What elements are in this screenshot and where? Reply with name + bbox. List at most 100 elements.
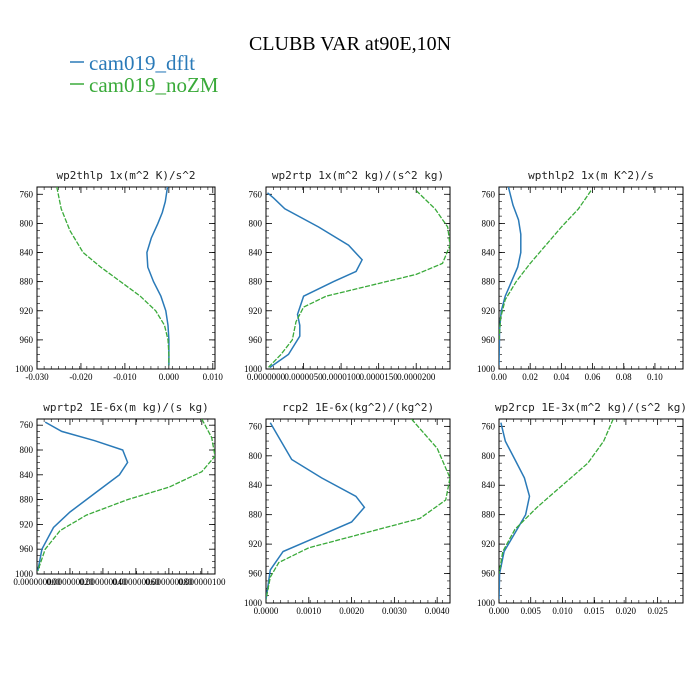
x-tick-label: 0.0000000 xyxy=(247,372,286,382)
figure-title: CLUBB VAR at90E,10N xyxy=(249,33,451,55)
panel-title: wprtp2 1E-6x(m kg)/(s kg) xyxy=(43,401,209,414)
y-tick-label: 760 xyxy=(482,189,496,199)
x-tick-label: 0.005 xyxy=(521,606,542,616)
series-line-dflt xyxy=(266,422,366,600)
series-line-nozm xyxy=(56,187,170,366)
series-line-dflt xyxy=(267,192,364,369)
x-tick-label: 0.00 xyxy=(491,372,507,382)
y-tick-label: 840 xyxy=(20,248,34,258)
x-tick-label: 0.000000040 xyxy=(79,577,127,587)
y-tick-label: 800 xyxy=(20,218,34,228)
y-tick-label: 960 xyxy=(482,569,496,579)
y-tick-label: 760 xyxy=(249,421,263,431)
y-tick-label: 800 xyxy=(249,218,263,228)
y-tick-label: 1000 xyxy=(15,364,34,374)
y-tick-label: 800 xyxy=(249,451,263,461)
x-tick-label: 0.10 xyxy=(647,372,663,382)
series-line-dflt xyxy=(37,421,129,572)
series-line-dflt xyxy=(499,422,531,600)
y-tick-label: 1000 xyxy=(477,364,496,374)
y-tick-label: 1000 xyxy=(244,598,263,608)
x-tick-label: 0.000 xyxy=(489,606,510,616)
x-tick-label: 0.0000 xyxy=(254,606,279,616)
chart-panel-4: wprtp2 1E-6x(m kg)/(s kg)0.0000000000.00… xyxy=(13,401,226,587)
x-tick-label: 0.0040 xyxy=(425,606,450,616)
x-tick-label: 0.015 xyxy=(584,606,605,616)
series-line-nozm xyxy=(499,190,592,340)
x-tick-label: -0.030 xyxy=(25,372,49,382)
series-line-dflt xyxy=(146,187,170,366)
x-tick-label: 0.0010 xyxy=(296,606,321,616)
y-tick-label: 960 xyxy=(482,335,496,345)
x-tick-label: 0.010 xyxy=(552,606,573,616)
chart-panel-2: wp2rtp 1x(m^2 kg)/(s^2 kg)0.0000000 0.000… xyxy=(244,169,451,382)
chart-panel-3: wpthlp2 1x(m K^2)/s 0.00 0.02 0.04 0.06 0.08 0… xyxy=(477,169,684,382)
x-tick-label: 0.025 xyxy=(647,606,668,616)
y-tick-label: 920 xyxy=(482,306,496,316)
x-tick-label: 0.06 xyxy=(585,372,601,382)
plot-frame xyxy=(498,186,684,370)
y-tick-label: 960 xyxy=(249,335,263,345)
x-tick-label: 0.000000060 xyxy=(112,577,160,587)
x-tick-label: 0.04 xyxy=(553,372,569,382)
y-tick-label: 800 xyxy=(482,451,496,461)
panel-title: wp2rcp 1E-3x(m^2 kg)/(s^2 kg) xyxy=(495,401,687,414)
plot-frame xyxy=(36,418,216,575)
y-tick-label: 800 xyxy=(482,218,496,228)
y-tick-label: 920 xyxy=(249,306,263,316)
series-line-nozm xyxy=(499,419,614,574)
y-tick-label: 880 xyxy=(249,510,263,520)
panel-title: wpthlp2 1x(m K^2)/s xyxy=(528,169,654,182)
y-tick-label: 840 xyxy=(249,248,263,258)
series-line-nozm xyxy=(37,419,215,572)
x-tick-label: 0.000000100 xyxy=(178,577,226,587)
y-tick-label: 840 xyxy=(20,470,34,480)
x-tick-label: 0.020 xyxy=(616,606,637,616)
y-tick-label: 840 xyxy=(249,480,263,490)
x-tick-label: 0.0000100 xyxy=(322,372,361,382)
series-line-nozm xyxy=(266,419,450,600)
plot-frame xyxy=(265,418,451,604)
y-tick-label: 960 xyxy=(249,569,263,579)
y-tick-label: 920 xyxy=(482,539,496,549)
plot-frame xyxy=(265,186,451,370)
x-tick-label: 0.000000020 xyxy=(46,577,94,587)
y-tick-label: 1000 xyxy=(477,598,496,608)
y-tick-label: 880 xyxy=(20,277,34,287)
legend: cam019_dflt cam019_noZM xyxy=(70,51,219,97)
y-tick-label: 1000 xyxy=(244,364,263,374)
y-tick-label: 880 xyxy=(249,277,263,287)
plot-frame xyxy=(36,186,216,370)
y-tick-label: 920 xyxy=(20,519,34,529)
y-tick-label: 840 xyxy=(482,480,496,490)
y-tick-label: 1000 xyxy=(15,569,34,579)
chart-panel-1: wp2thlp 1x(m^2 K)/s^2 -0.030 -0.020 -0.010 0… xyxy=(15,169,223,382)
series-line-nozm xyxy=(267,190,450,368)
legend-label-nozm: cam019_noZM xyxy=(89,73,219,97)
x-tick-label: 0.08 xyxy=(616,372,632,382)
panel-title: rcp2 1E-6x(kg^2)/(kg^2) xyxy=(282,401,434,414)
x-tick-label: 0.010 xyxy=(203,372,224,382)
x-tick-label: 0.000000000 xyxy=(13,577,61,587)
y-tick-label: 960 xyxy=(20,335,34,345)
chart-panel-6: wp2rcp 1E-3x(m^2 kg)/(s^2 kg) 0.000 0.005 0… xyxy=(477,401,687,616)
y-tick-label: 920 xyxy=(249,539,263,549)
plot-frame xyxy=(498,418,684,604)
x-tick-label: 0.0030 xyxy=(382,606,407,616)
x-tick-label: -0.010 xyxy=(113,372,137,382)
y-tick-label: 760 xyxy=(249,189,263,199)
legend-label-dflt: cam019_dflt xyxy=(89,51,195,75)
x-tick-label: 0.0000050 xyxy=(284,372,323,382)
series-line-dflt xyxy=(499,187,522,366)
x-tick-label: 0.000000080 xyxy=(145,577,193,587)
y-tick-label: 880 xyxy=(482,277,496,287)
x-tick-label: 0.0020 xyxy=(339,606,364,616)
x-tick-label: 0.02 xyxy=(522,372,538,382)
y-tick-label: 760 xyxy=(20,420,34,430)
chart-panel-5: rcp2 1E-6x(kg^2)/(kg^2) 0.0000 0.0010 0.002… xyxy=(244,401,451,616)
y-tick-label: 920 xyxy=(20,306,34,316)
panel-title: wp2rtp 1x(m^2 kg)/(s^2 kg) xyxy=(272,169,444,182)
x-tick-label: 0.0000150 xyxy=(360,372,399,382)
y-tick-label: 840 xyxy=(482,248,496,258)
x-tick-label: -0.020 xyxy=(69,372,93,382)
